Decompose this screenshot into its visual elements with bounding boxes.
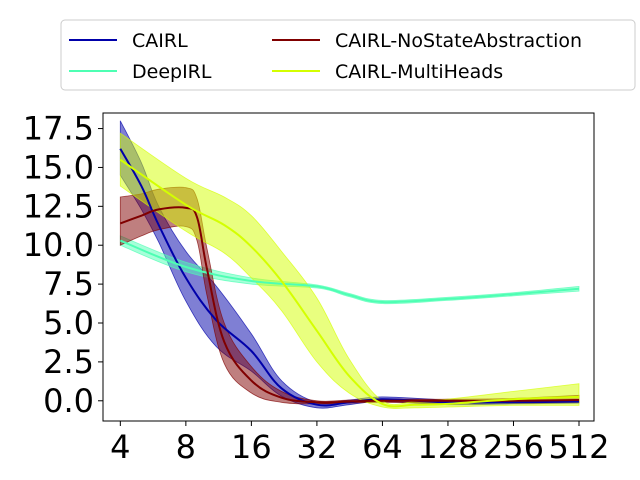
legend-label: CAIRL bbox=[132, 30, 188, 52]
line-0 bbox=[119, 148, 580, 407]
x-tick-label: 64 bbox=[362, 428, 403, 466]
y-tick-label: 17.5 bbox=[23, 110, 94, 148]
legend-label: DeepIRL bbox=[132, 61, 212, 83]
plot-frame bbox=[102, 112, 595, 422]
series-lines bbox=[119, 148, 580, 408]
y-tick-label: 15.0 bbox=[23, 148, 94, 186]
legend-label: CAIRL-NoStateAbstraction bbox=[335, 30, 582, 52]
y-axis: 0.02.55.07.510.012.515.017.5 bbox=[23, 110, 103, 420]
y-tick-label: 12.5 bbox=[23, 187, 94, 225]
x-tick-label: 256 bbox=[483, 428, 544, 466]
y-tick-label: 10.0 bbox=[23, 226, 94, 264]
legend: CAIRL DeepIRL CAIRL-NoStateAbstraction CAIR… bbox=[60, 19, 636, 91]
legend-label: CAIRL-MultiHeads bbox=[335, 61, 503, 83]
x-tick-label: 512 bbox=[548, 428, 609, 466]
y-tick-label: 5.0 bbox=[43, 304, 94, 342]
line-3 bbox=[119, 158, 580, 408]
x-axis: 4 8 16 32 64 128 256 512 bbox=[110, 421, 610, 466]
x-tick-label: 4 bbox=[110, 428, 130, 466]
band-3 bbox=[119, 132, 580, 409]
y-tick-label: 2.5 bbox=[43, 343, 94, 381]
legend-box bbox=[60, 19, 636, 91]
x-tick-label: 128 bbox=[417, 428, 478, 466]
x-tick-label: 16 bbox=[231, 428, 272, 466]
y-tick-label: 0.0 bbox=[43, 382, 94, 420]
x-tick-label: 32 bbox=[297, 428, 338, 466]
line-1 bbox=[119, 239, 580, 304]
line-2 bbox=[119, 206, 580, 404]
y-tick-label: 7.5 bbox=[43, 265, 94, 303]
confidence-bands bbox=[119, 120, 580, 409]
x-tick-label: 8 bbox=[176, 428, 196, 466]
